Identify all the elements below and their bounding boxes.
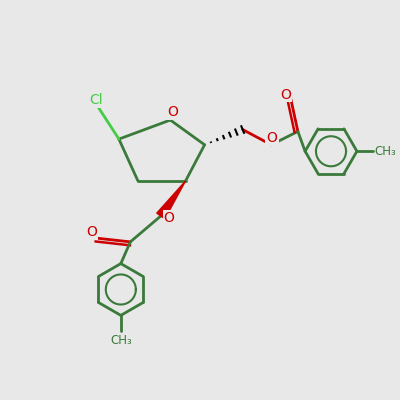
Text: Cl: Cl [89, 93, 103, 107]
Text: O: O [280, 88, 291, 102]
Text: O: O [86, 225, 97, 239]
Polygon shape [157, 181, 186, 219]
Text: O: O [167, 105, 178, 119]
Text: O: O [164, 211, 175, 225]
Text: CH₃: CH₃ [375, 145, 396, 158]
Text: CH₃: CH₃ [110, 334, 132, 348]
Text: O: O [266, 131, 278, 145]
